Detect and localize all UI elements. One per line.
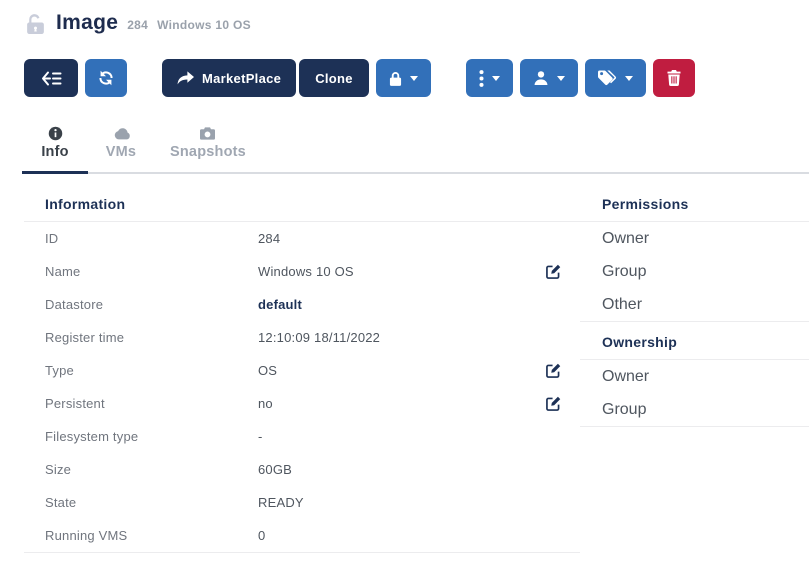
info-tab-content: Information ID 284 Name Windows 10 OS Da…	[0, 196, 809, 553]
tags-icon	[597, 70, 617, 86]
permissions-rows: Owner Group Other	[580, 222, 809, 322]
back-to-list-icon	[41, 71, 62, 86]
row-value: Windows 10 OS	[258, 264, 354, 279]
edit-persistent-button[interactable]	[546, 396, 580, 411]
row-value: 284	[258, 231, 281, 246]
info-row-datastore: Datastore default	[24, 288, 580, 321]
row-label: Running VMS	[45, 528, 128, 543]
user-icon	[533, 70, 549, 86]
row-label: State	[45, 495, 77, 510]
tab-info[interactable]: Info	[22, 121, 88, 174]
page-title: Image	[56, 11, 119, 34]
row-label: Datastore	[45, 297, 104, 312]
labels-dropdown-button[interactable]	[584, 59, 646, 97]
share-arrow-icon	[177, 71, 194, 85]
info-row-register-time: Register time 12:10:09 18/11/2022	[24, 321, 580, 354]
action-toolbar: MarketPlace Clone	[24, 59, 809, 97]
info-row-size: Size 60GB	[24, 453, 580, 486]
datastore-link[interactable]: default	[258, 297, 303, 312]
permissions-row-group: Group	[580, 255, 809, 288]
permissions-section-title: Permissions	[580, 196, 809, 222]
ownership-section-title: Ownership	[580, 322, 809, 360]
kebab-menu-icon	[479, 69, 484, 87]
row-label: Group	[602, 262, 647, 280]
information-panel: Information ID 284 Name Windows 10 OS Da…	[24, 196, 580, 553]
trash-icon	[667, 70, 681, 86]
ownership-row-owner: Owner	[580, 360, 809, 393]
tab-vms[interactable]: VMs	[88, 121, 154, 174]
row-label: Owner	[602, 229, 650, 247]
ownership-dropdown-button[interactable]	[519, 59, 578, 97]
row-label: Register time	[45, 330, 125, 345]
marketplace-button[interactable]: MarketPlace	[162, 59, 297, 97]
resource-id: 284	[127, 18, 149, 32]
refresh-icon	[98, 70, 114, 86]
info-circle-icon	[48, 125, 63, 141]
more-actions-dropdown-button[interactable]	[465, 59, 513, 97]
clone-button-label: Clone	[315, 70, 353, 86]
page-header: Image 284 Windows 10 OS	[0, 0, 809, 36]
information-rows: ID 284 Name Windows 10 OS Datastore defa…	[24, 222, 580, 553]
tab-info-label: Info	[41, 144, 69, 160]
tab-snapshots[interactable]: Snapshots	[154, 121, 262, 174]
permissions-ownership-panel: Permissions Owner Group Other Ownership …	[580, 196, 809, 427]
row-label: Size	[45, 462, 72, 477]
info-row-type: Type OS	[24, 354, 580, 387]
row-label: ID	[45, 231, 59, 246]
info-row-running-vms: Running VMS 0	[24, 519, 580, 552]
camera-icon	[200, 125, 216, 141]
chevron-down-icon	[556, 75, 565, 81]
edit-name-button[interactable]	[546, 264, 580, 279]
row-label: Owner	[602, 367, 650, 385]
row-label: Other	[602, 295, 643, 313]
row-label: Name	[45, 264, 81, 279]
row-label: Persistent	[45, 396, 105, 411]
marketplace-button-label: MarketPlace	[202, 70, 282, 86]
detail-tabs: Info VMs Snapshots	[22, 121, 809, 174]
info-row-filesystem-type: Filesystem type -	[24, 420, 580, 453]
row-value: 60GB	[258, 462, 293, 477]
page-subtitle: 284 Windows 10 OS	[127, 18, 251, 32]
back-to-list-button[interactable]	[24, 59, 78, 97]
row-value: no	[258, 396, 273, 411]
row-value: READY	[258, 495, 304, 510]
refresh-button[interactable]	[85, 59, 127, 97]
delete-button[interactable]	[652, 59, 695, 97]
resource-name: Windows 10 OS	[157, 18, 251, 32]
ownership-rows: Owner Group	[580, 360, 809, 427]
chevron-down-icon	[409, 75, 418, 81]
row-value: 12:10:09 18/11/2022	[258, 330, 381, 345]
lock-icon	[389, 71, 402, 86]
row-label: Group	[602, 400, 647, 418]
info-row-state: State READY	[24, 486, 580, 519]
row-value: 0	[258, 528, 266, 543]
tab-vms-label: VMs	[105, 144, 137, 160]
chevron-down-icon	[491, 75, 500, 81]
unlocked-padlock-icon	[24, 12, 47, 35]
row-value: -	[258, 429, 263, 444]
permissions-row-owner: Owner	[580, 222, 809, 255]
ownership-row-group: Group	[580, 393, 809, 426]
lock-dropdown-button[interactable]	[375, 59, 431, 97]
row-value: OS	[258, 363, 278, 378]
permissions-row-other: Other	[580, 288, 809, 321]
edit-type-button[interactable]	[546, 363, 580, 378]
info-row-name: Name Windows 10 OS	[24, 255, 580, 288]
information-section-title: Information	[24, 196, 580, 222]
row-label: Type	[45, 363, 74, 378]
cloud-icon	[112, 125, 131, 141]
tab-snapshots-label: Snapshots	[170, 144, 246, 160]
row-label: Filesystem type	[45, 429, 139, 444]
info-row-id: ID 284	[24, 222, 580, 255]
chevron-down-icon	[624, 75, 633, 81]
info-row-persistent: Persistent no	[24, 387, 580, 420]
clone-button[interactable]: Clone	[299, 59, 369, 97]
